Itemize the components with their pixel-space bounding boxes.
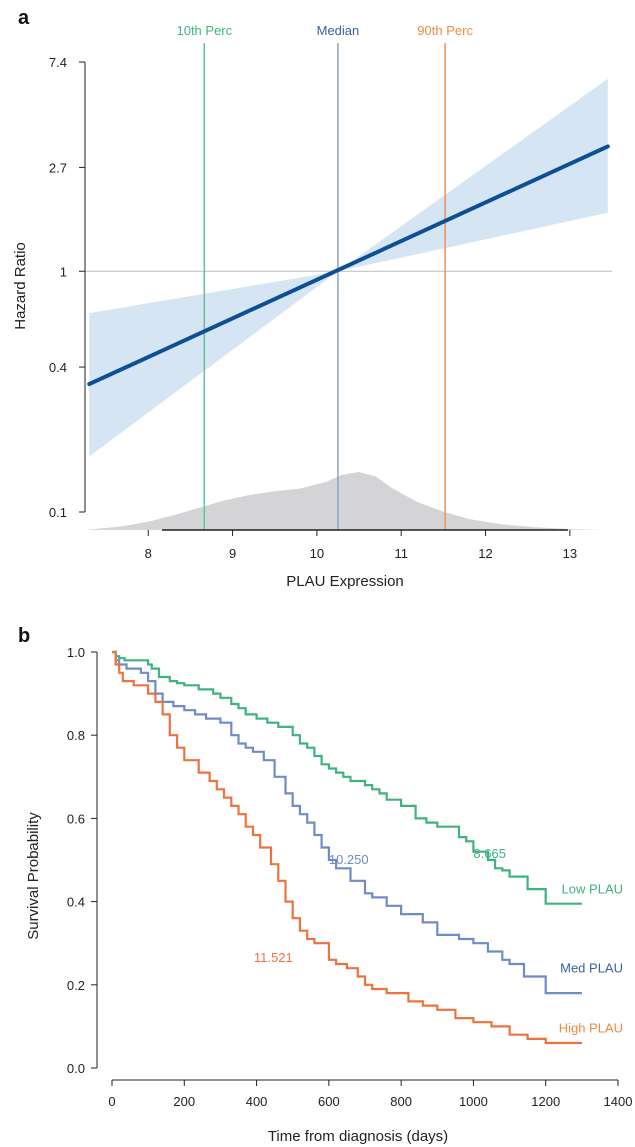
y-tick-label: 0.6: [67, 811, 85, 826]
curve-value-label: 8.665: [473, 846, 506, 861]
series-name-label: High PLAU: [559, 1021, 623, 1036]
survival-curve: [112, 650, 582, 995]
percentile-label: Median: [317, 23, 360, 38]
y-tick-label: 1.0: [67, 645, 85, 660]
x-tick-label: 13: [563, 546, 577, 561]
panel-b-label: b: [18, 625, 30, 647]
y-tick-label: 2.7: [49, 160, 67, 175]
curve-value-label: 11.521: [254, 950, 293, 965]
x-tick-label: 400: [246, 1094, 268, 1109]
survival-labels-layer: 8.665 Low PLAU 10.250 Med PLAU 11.521 High PL…: [254, 846, 623, 1036]
x-tick-label: 9: [229, 546, 236, 561]
x-tick-label: 1200: [531, 1094, 560, 1109]
x-tick-label: 200: [173, 1094, 195, 1109]
y-tick-label: 0.1: [49, 505, 67, 520]
percentile-lines-layer: 10th Perc Median 90th Perc: [176, 23, 473, 530]
x-tick-label: 800: [390, 1094, 412, 1109]
panel-b: b 8.665 Low PLAU 10.250 Med PLAU 11.521 High …: [18, 625, 632, 1145]
panel-a-y-axis-title: Hazard Ratio: [12, 242, 29, 330]
density-layer: [85, 472, 604, 530]
confidence-band-layer: [89, 78, 608, 457]
survival-curves-layer: [112, 650, 582, 1045]
survival-curve: [112, 650, 582, 1045]
panel-b-axes: 0.0 0.2 0.4 0.6 0.8 1.0 0 200 400 600 800 1000 1200 1…: [67, 645, 633, 1109]
panel-b-y-axis-title: Survival Probability: [25, 812, 42, 940]
confidence-band: [89, 78, 608, 457]
x-tick-label: 12: [478, 546, 492, 561]
percentile-label: 90th Perc: [417, 23, 473, 38]
x-tick-label: 1000: [459, 1094, 488, 1109]
hazard-line-layer: [87, 144, 610, 387]
y-tick-label: 0.4: [67, 895, 85, 910]
hazard-ratio-line: [87, 144, 610, 387]
panel-a-x-axis-title: PLAU Expression: [286, 573, 404, 590]
curve-value-label: 10.250: [329, 852, 369, 867]
survival-curve: [112, 650, 582, 905]
panel-a: a 10th Perc Median 90th Perc 0.1 0.4 1 2.7 7.4…: [12, 7, 612, 590]
panel-a-label: a: [18, 7, 30, 29]
x-tick-label: 8: [145, 546, 152, 561]
x-tick-label: 10: [310, 546, 324, 561]
x-tick-label: 1400: [604, 1094, 633, 1109]
y-tick-label: 0.0: [67, 1061, 85, 1076]
x-tick-label: 600: [318, 1094, 340, 1109]
panel-a-axes: 0.1 0.4 1 2.7 7.4 8 9 10 11 12 13: [49, 55, 577, 561]
x-tick-label: 11: [394, 546, 408, 561]
y-tick-label: 0.8: [67, 728, 85, 743]
y-tick-label: 0.4: [49, 360, 67, 375]
x-tick-label: 0: [108, 1094, 115, 1109]
series-name-label: Med PLAU: [560, 960, 623, 975]
y-tick-label: 0.2: [67, 978, 85, 993]
percentile-label: 10th Perc: [176, 23, 232, 38]
panel-b-x-axis-title: Time from diagnosis (days): [268, 1128, 448, 1145]
y-tick-label: 7.4: [49, 55, 67, 70]
y-tick-label: 1: [60, 264, 67, 279]
series-name-label: Low PLAU: [562, 881, 623, 896]
density-curve: [85, 472, 604, 530]
